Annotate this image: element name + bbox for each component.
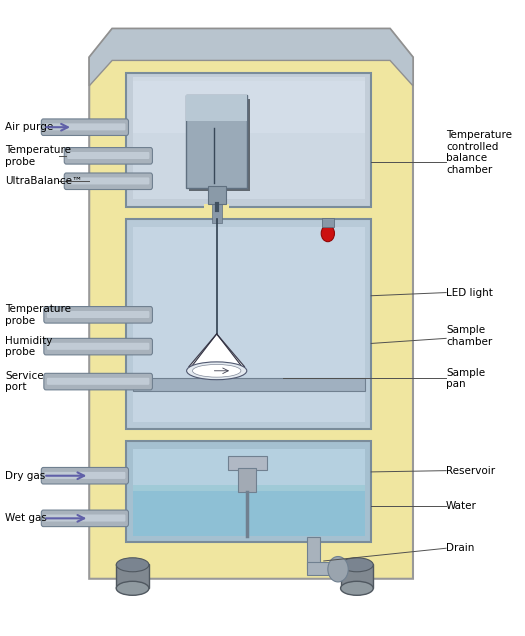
- Circle shape: [321, 225, 334, 242]
- Ellipse shape: [116, 581, 149, 595]
- Bar: [189, 99, 250, 191]
- Circle shape: [328, 556, 348, 582]
- Text: Reservoir: Reservoir: [446, 466, 495, 476]
- Text: Sample
chamber: Sample chamber: [446, 325, 492, 347]
- FancyBboxPatch shape: [41, 467, 129, 484]
- Text: Temperature
probe: Temperature probe: [5, 304, 71, 326]
- Text: UltraBalance™: UltraBalance™: [5, 176, 82, 186]
- Text: Temperature
controlled
balance
chamber: Temperature controlled balance chamber: [446, 130, 512, 175]
- Text: Dry gas: Dry gas: [5, 471, 45, 481]
- Bar: [207, 186, 226, 204]
- Bar: [127, 441, 371, 542]
- Ellipse shape: [341, 558, 373, 572]
- Text: Service
port: Service port: [5, 371, 44, 392]
- FancyBboxPatch shape: [67, 177, 150, 184]
- FancyBboxPatch shape: [44, 373, 152, 390]
- Bar: [212, 202, 222, 223]
- Text: Sample
pan: Sample pan: [446, 368, 485, 389]
- Bar: [133, 81, 365, 199]
- FancyBboxPatch shape: [64, 148, 152, 164]
- Bar: [228, 456, 267, 470]
- Ellipse shape: [341, 581, 373, 595]
- Bar: [186, 95, 247, 188]
- FancyBboxPatch shape: [44, 338, 152, 355]
- Text: LED light: LED light: [446, 287, 493, 298]
- Text: Temperature
probe: Temperature probe: [5, 145, 71, 167]
- FancyBboxPatch shape: [44, 515, 125, 522]
- Bar: [127, 219, 371, 429]
- Bar: [133, 449, 365, 534]
- FancyBboxPatch shape: [64, 173, 152, 190]
- Bar: [133, 485, 365, 491]
- Text: Drain: Drain: [446, 543, 475, 553]
- Polygon shape: [89, 29, 413, 86]
- FancyBboxPatch shape: [41, 510, 129, 527]
- Bar: [133, 485, 365, 536]
- FancyBboxPatch shape: [47, 343, 150, 350]
- Bar: [341, 564, 373, 588]
- FancyBboxPatch shape: [47, 311, 150, 318]
- Text: Water: Water: [446, 501, 477, 511]
- FancyBboxPatch shape: [67, 152, 150, 159]
- Bar: [308, 562, 342, 575]
- Bar: [127, 73, 371, 207]
- Bar: [133, 378, 365, 391]
- Bar: [116, 564, 149, 588]
- FancyBboxPatch shape: [47, 378, 150, 385]
- Bar: [308, 537, 320, 569]
- Text: Wet gas: Wet gas: [5, 513, 47, 523]
- Bar: [186, 95, 247, 121]
- Bar: [133, 77, 365, 133]
- Polygon shape: [188, 334, 245, 367]
- Text: Humidity
probe: Humidity probe: [5, 336, 53, 357]
- FancyBboxPatch shape: [41, 119, 129, 135]
- Bar: [322, 218, 334, 227]
- Ellipse shape: [116, 558, 149, 572]
- Polygon shape: [89, 29, 413, 579]
- FancyBboxPatch shape: [44, 123, 125, 130]
- Bar: [204, 204, 229, 223]
- FancyBboxPatch shape: [44, 472, 125, 479]
- Bar: [133, 227, 365, 422]
- Bar: [238, 468, 256, 492]
- Ellipse shape: [186, 362, 247, 380]
- FancyBboxPatch shape: [44, 307, 152, 323]
- Ellipse shape: [193, 364, 241, 377]
- Text: Air purge: Air purge: [5, 122, 54, 132]
